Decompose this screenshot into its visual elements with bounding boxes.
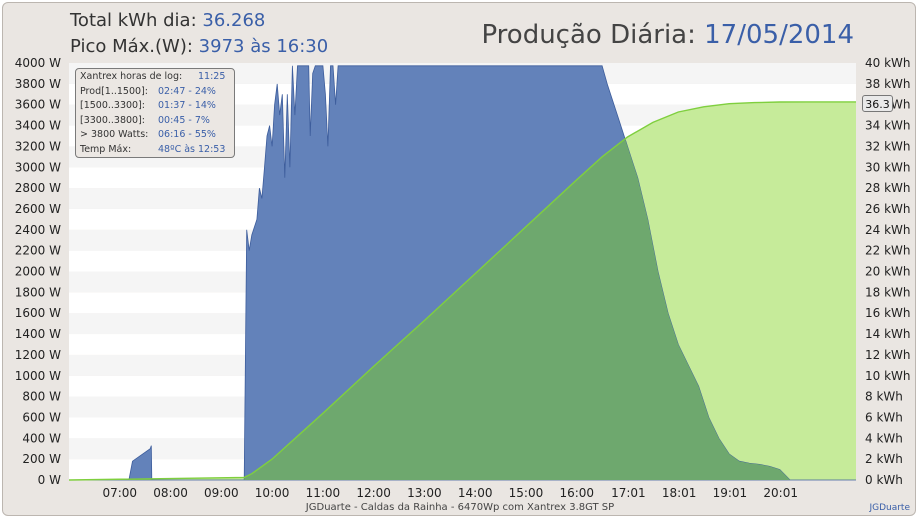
info-label: > 3800 Watts:: [80, 129, 149, 141]
info-value: 11:25: [198, 71, 226, 82]
y-left-tick-label: 400 W: [22, 431, 61, 445]
info-row: Prod[1..1500]: 02:47 - 24%: [80, 85, 230, 100]
y-right-tick-label: 2 kWh: [865, 452, 903, 466]
x-tick-label: 10:00: [255, 486, 290, 500]
y-right-tick-label: 8 kWh: [865, 390, 903, 404]
y-left-tick-label: 3000 W: [15, 160, 61, 174]
y-right-tick-label: 22 kWh: [865, 244, 911, 258]
peak-value: 3973 às 16:30: [198, 36, 329, 57]
y-left-tick-label: 4000 W: [15, 56, 61, 70]
info-row: > 3800 Watts: 06:16 - 55%: [80, 128, 230, 143]
info-row: [3300..3800]: 00:45 - 7%: [80, 114, 230, 129]
info-value: 02:47 - 24%: [158, 85, 216, 97]
x-tick-label: 14:00: [458, 486, 493, 500]
y-right-tick-label: 14 kWh: [865, 327, 911, 341]
y-right-tick-label: 0 kWh: [865, 473, 903, 487]
footer-text: JGDuarte - Caldas da Rainha - 6470Wp com…: [305, 502, 615, 513]
y-left-tick-label: 2800 W: [15, 181, 61, 195]
info-value: 00:45 - 7%: [158, 114, 210, 126]
y-right-tick-label: 24 kWh: [865, 223, 911, 237]
y-right-tick-label: 6 kWh: [865, 410, 903, 424]
x-tick-label: 18:01: [662, 486, 697, 500]
y-right-tick-label: 20 kWh: [865, 265, 911, 279]
y-left-tick-label: 800 W: [22, 390, 61, 404]
total-kwh-value: 36.268: [202, 10, 266, 31]
peak-label: Pico Máx.(W):: [70, 36, 193, 57]
info-row: Xantrex horas de log: 11:25: [80, 70, 230, 85]
info-row: Temp Máx: 48ºC às 12:53: [80, 143, 230, 158]
y-left-tick-label: 600 W: [22, 410, 61, 424]
y-left-tick-label: 1800 W: [15, 285, 61, 299]
energy-line: [68, 101, 856, 481]
x-tick-label: 08:00: [153, 486, 188, 500]
title-label: Produção Diária:: [481, 20, 696, 50]
info-label: Xantrex horas de log:: [80, 71, 183, 82]
info-value: 48ºC às 12:53: [158, 143, 226, 155]
x-tick-label: 13:00: [407, 486, 442, 500]
info-label: Temp Máx:: [80, 143, 132, 155]
end-value-label: 36.3: [862, 95, 893, 112]
y-right-tick-label: 40 kWh: [865, 56, 911, 70]
y-left-tick-label: 2200 W: [15, 244, 61, 258]
x-tick-label: 19:01: [713, 486, 748, 500]
y-left-tick-label: 1000 W: [15, 369, 61, 383]
y-left-tick-label: 1600 W: [15, 306, 61, 320]
x-tick-label: 15:00: [509, 486, 544, 500]
y-right-tick-label: 16 kWh: [865, 306, 911, 320]
info-label: Prod[1..1500]:: [80, 85, 148, 97]
title-date: 17/05/2014: [704, 20, 854, 50]
y-right-tick-label: 18 kWh: [865, 285, 911, 299]
y-axis-right: 0 kWh 2 kWh 4 kWh 6 kWh 8 kWh 10 kWh 12 kWh 14 …: [865, 56, 911, 487]
total-kwh-line: Total kWh dia: 36.268: [70, 10, 265, 31]
info-label: [1500..3300]:: [80, 100, 146, 112]
y-left-tick-label: 2400 W: [15, 223, 61, 237]
y-right-tick-label: 38 kWh: [865, 77, 911, 91]
x-tick-label: 12:00: [356, 486, 391, 500]
info-value: 06:16 - 55%: [158, 129, 216, 141]
y-left-tick-label: 2000 W: [15, 265, 61, 279]
page-title: Produção Diária: 17/05/2014: [481, 20, 854, 50]
info-label: [3300..3800]:: [80, 114, 146, 126]
y-right-tick-label: 12 kWh: [865, 348, 911, 362]
y-left-tick-label: 0 W: [38, 473, 61, 487]
x-tick-label: 16:00: [559, 486, 594, 500]
y-right-tick-label: 4 kWh: [865, 431, 903, 445]
y-left-tick-label: 3200 W: [15, 139, 61, 153]
y-left-tick-label: 3400 W: [15, 119, 61, 133]
info-box: Xantrex horas de log: 11:25 Prod[1..1500]…: [75, 68, 235, 158]
y-right-tick-label: 30 kWh: [865, 160, 911, 174]
y-left-tick-label: 3800 W: [15, 77, 61, 91]
y-right-tick-label: 32 kWh: [865, 139, 911, 153]
x-tick-label: 11:00: [306, 486, 341, 500]
y-left-tick-label: 200 W: [22, 452, 61, 466]
footer-credit: JGDuarte: [869, 503, 910, 513]
y-left-tick-label: 1400 W: [15, 327, 61, 341]
y-left-tick-label: 3600 W: [15, 98, 61, 112]
x-tick-label: 09:00: [204, 486, 239, 500]
y-right-tick-label: 28 kWh: [865, 181, 911, 195]
y-axis-left: 0 W 200 W 400 W 600 W 800 W 1000 W 1200 W 1400 …: [15, 56, 61, 487]
y-right-tick-label: 34 kWh: [865, 119, 911, 133]
x-axis: 07:00 08:00 09:00 10:00 11:00 12:00 13:00 14:00…: [102, 486, 798, 500]
peak-line: Pico Máx.(W): 3973 às 16:30: [70, 36, 328, 57]
y-left-tick-label: 2600 W: [15, 202, 61, 216]
info-row: [1500..3300]: 01:37 - 14%: [80, 99, 230, 114]
x-tick-label: 20:01: [763, 486, 798, 500]
y-right-tick-label: 10 kWh: [865, 369, 911, 383]
x-tick-label: 17:01: [611, 486, 646, 500]
x-tick-label: 07:00: [102, 486, 137, 500]
y-left-tick-label: 1200 W: [15, 348, 61, 362]
y-right-tick-label: 26 kWh: [865, 202, 911, 216]
series-areas: [68, 65, 856, 481]
total-kwh-label: Total kWh dia:: [70, 10, 197, 31]
info-value: 01:37 - 14%: [158, 100, 216, 112]
